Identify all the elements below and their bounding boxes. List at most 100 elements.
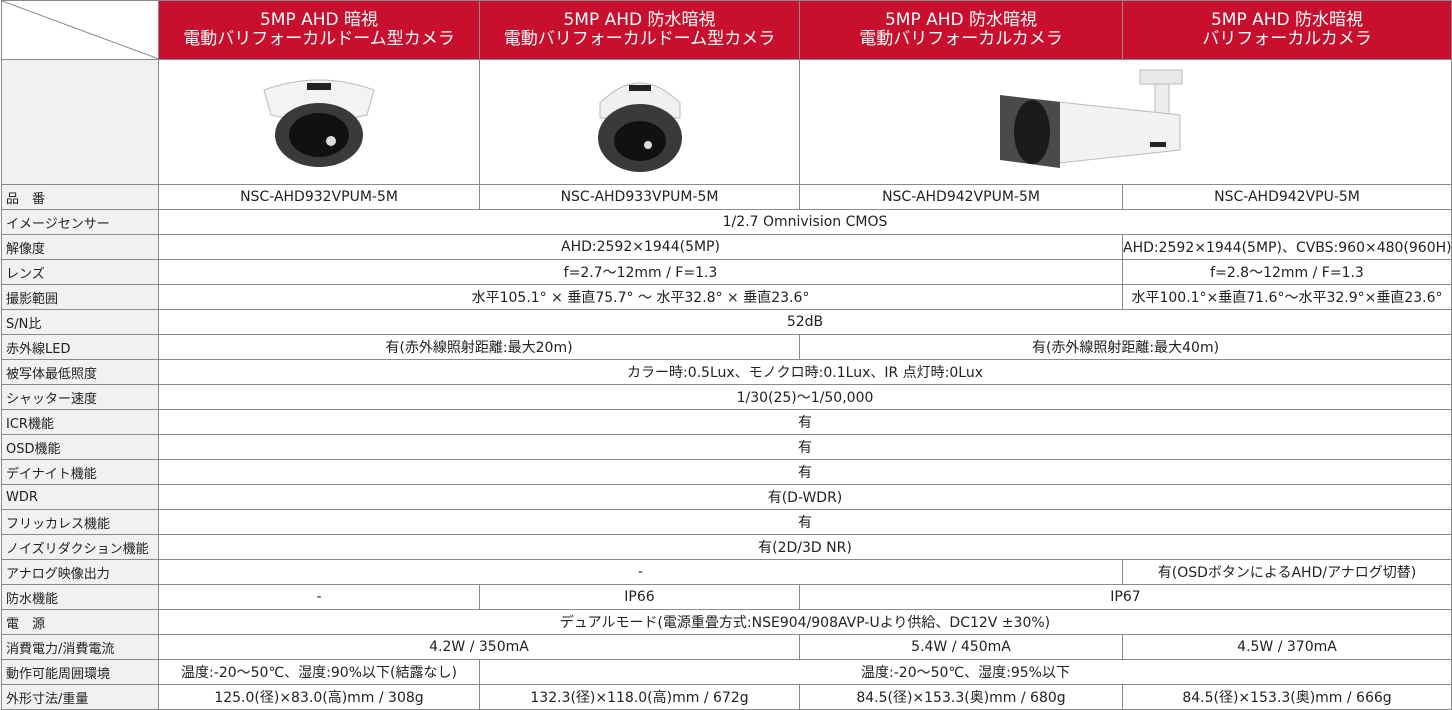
- row-label: 品 番: [1, 184, 159, 210]
- spec-cell: 84.5(径)×153.3(奥)mm / 680g: [799, 684, 1123, 710]
- dome-camera: [597, 82, 682, 172]
- row-label: 防水機能: [1, 584, 159, 610]
- spec-row: 赤外線LED 有(赤外線照射距離:最大20m) 有(赤外線照射距離:最大40m): [1, 334, 1452, 360]
- row-label: アナログ映像出力: [1, 559, 159, 585]
- image-label: [1, 59, 159, 185]
- spec-row: レンズ f=2.7〜12mm / F=1.3 f=2.8〜12mm / F=1.3: [1, 259, 1452, 285]
- spec-row: ICR機能有: [1, 409, 1452, 435]
- spec-cell: 125.0(径)×83.0(高)mm / 308g: [158, 684, 480, 710]
- spec-cell: -: [158, 559, 1123, 585]
- spec-cell: 1/30(25)〜1/50,000: [158, 384, 1452, 410]
- spec-cell: IP67: [799, 584, 1452, 610]
- spec-row: ノイズリダクション機能 有(2D/3D NR): [1, 534, 1452, 560]
- spec-row: 品 番 NSC-AHD932VPUM-5M NSC-AHD933VPUM-5M NSC…: [1, 184, 1452, 210]
- spec-cell: 5.4W / 450mA: [799, 634, 1123, 660]
- spec-row: 撮影範囲 水平105.1° × 垂直75.7° 〜 水平32.8° × 垂直23.…: [1, 284, 1452, 310]
- spec-cell: 有(OSDボタンによるAHD/アナログ切替): [1122, 559, 1452, 585]
- spec-row: 動作可能周囲環境 温度:-20〜50℃、湿度:90%以下(結露なし) 温度:-20〜…: [1, 659, 1452, 685]
- row-label: ICR機能: [1, 409, 159, 435]
- row-label: フリッカレス機能: [1, 509, 159, 535]
- row-label: 外形寸法/重量: [1, 684, 159, 710]
- row-label: イメージセンサー: [1, 209, 159, 235]
- header-cell: 5MP AHD 暗視 電動バリフォーカルドーム型カメラ: [158, 0, 480, 60]
- spec-cell: NSC-AHD942VPU-5M: [1122, 184, 1452, 210]
- row-label: OSD機能: [1, 434, 159, 460]
- spec-cell: NSC-AHD942VPUM-5M: [799, 184, 1123, 210]
- header-line2: 電動バリフォーカルカメラ: [859, 29, 1063, 49]
- row-label: 赤外線LED: [1, 334, 159, 360]
- header-row: 5MP AHD 暗視 電動バリフォーカルドーム型カメラ 5MP AHD 防水暗視電…: [1, 0, 1452, 60]
- spec-row: アナログ映像出力 - 有(OSDボタンによるAHD/アナログ切替): [1, 559, 1452, 585]
- spec-cell: 84.5(径)×153.3(奥)mm / 666g: [1122, 684, 1452, 710]
- row-label: WDR: [1, 484, 159, 510]
- corner-cell: [1, 0, 159, 60]
- spec-cell: 有: [158, 459, 1452, 485]
- header-line1: 5MP AHD 防水暗視: [884, 10, 1038, 30]
- spec-cell: NSC-AHD933VPUM-5M: [479, 184, 800, 210]
- spec-row: S/N比 52dB: [1, 309, 1452, 335]
- header-cell: 5MP AHD 防水暗視 電動バリフォーカルカメラ: [799, 0, 1123, 60]
- row-label: シャッター速度: [1, 384, 159, 410]
- header-cell: 5MP AHD 防水暗視 電動バリフォーカルドーム型カメラ: [479, 0, 800, 60]
- image-cell: [158, 59, 480, 185]
- header-line1: 5MP AHD 暗視: [259, 10, 379, 30]
- row-label: 消費電力/消費電流: [1, 634, 159, 660]
- dome-camera: [263, 79, 375, 167]
- row-label: 電 源: [1, 609, 159, 635]
- spec-row: イメージセンサー 1/2.7 Omnivision CMOS: [1, 209, 1452, 235]
- spec-cell: 温度:-20〜50℃、湿度:95%以下: [479, 659, 1452, 685]
- spec-cell: 有: [158, 409, 1452, 435]
- spec-row: WDR 有(D-WDR): [1, 484, 1452, 510]
- spec-cell: 有(赤外線照射距離:最大20m): [158, 334, 800, 360]
- spec-cell: 有: [158, 509, 1452, 535]
- spec-cell: 有(2D/3D NR): [158, 534, 1452, 560]
- row-label: 被写体最低照度: [1, 359, 159, 385]
- spec-row: 消費電力/消費電流 4.2W / 350mA 5.4W / 450mA 4.5W / …: [1, 634, 1452, 660]
- header-line2: 電動バリフォーカルドーム型カメラ: [503, 29, 776, 49]
- spec-cell: 52dB: [158, 309, 1452, 335]
- spec-cell: 有: [158, 434, 1452, 460]
- spec-cell: 4.5W / 370mA: [1122, 634, 1452, 660]
- header-line2: 電動バリフォーカルドーム型カメラ: [183, 29, 455, 49]
- row-label: 撮影範囲: [1, 284, 159, 310]
- image-cell: [799, 59, 1452, 185]
- spec-cell: 4.2W / 350mA: [158, 634, 800, 660]
- header-line2: バリフォーカルカメラ: [1202, 29, 1372, 49]
- spec-cell: 有(赤外線照射距離:最大40m): [799, 334, 1452, 360]
- spec-cell: -: [158, 584, 480, 610]
- header-line1: 5MP AHD 防水暗視: [1210, 10, 1364, 30]
- spec-cell: 132.3(径)×118.0(高)mm / 672g: [479, 684, 800, 710]
- diagonal: [2, 1, 158, 59]
- spec-cell: 1/2.7 Omnivision CMOS: [158, 209, 1452, 235]
- spec-row: フリッカレス機能有: [1, 509, 1452, 535]
- spec-cell: IP66: [479, 584, 800, 610]
- spec-cell: f=2.7〜12mm / F=1.3: [158, 259, 1123, 285]
- spec-cell: NSC-AHD932VPUM-5M: [158, 184, 480, 210]
- spec-row: 解像度 AHD:2592×1944(5MP) AHD:2592×1944(5MP)、…: [1, 234, 1452, 260]
- bullet-camera: [1000, 69, 1183, 168]
- spec-cell: 水平105.1° × 垂直75.7° 〜 水平32.8° × 垂直23.6°: [158, 284, 1123, 310]
- image-row: [1, 59, 1452, 185]
- spec-cell: カラー時:0.5Lux、モノクロ時:0.1Lux、IR 点灯時:0Lux: [158, 359, 1452, 385]
- row-label: 解像度: [1, 234, 159, 260]
- spec-row: 防水機能 - IP66 IP67: [1, 584, 1452, 610]
- header-line1: 5MP AHD 防水暗視: [563, 10, 716, 30]
- spec-cell: 水平100.1°×垂直71.6°〜水平32.9°×垂直23.6°: [1122, 284, 1452, 310]
- spec-cell: 有(D-WDR): [158, 484, 1452, 510]
- row-label: 動作可能周囲環境: [1, 659, 159, 685]
- row-label: S/N比: [1, 309, 159, 335]
- spec-cell: 温度:-20〜50℃、湿度:90%以下(結露なし): [158, 659, 480, 685]
- row-label: デイナイト機能: [1, 459, 159, 485]
- row-label: レンズ: [1, 259, 159, 285]
- spec-row: シャッター速度 1/30(25)〜1/50,000: [1, 384, 1452, 410]
- spec-row: OSD機能有: [1, 434, 1452, 460]
- header-cell: 5MP AHD 防水暗視 バリフォーカルカメラ: [1122, 0, 1452, 60]
- row-label: ノイズリダクション機能: [1, 534, 159, 560]
- spec-cell: f=2.8〜12mm / F=1.3: [1122, 259, 1452, 285]
- spec-row: 被写体最低照度 カラー時:0.5Lux、モノクロ時:0.1Lux、IR 点灯時:0…: [1, 359, 1452, 385]
- spec-row: デイナイト機能有: [1, 459, 1452, 485]
- spec-cell: AHD:2592×1944(5MP)、CVBS:960×480(960H): [1122, 234, 1452, 260]
- spec-cell: デュアルモード(電源重畳方式:NSE904/908AVP-Uより供給、DC12V…: [158, 609, 1452, 635]
